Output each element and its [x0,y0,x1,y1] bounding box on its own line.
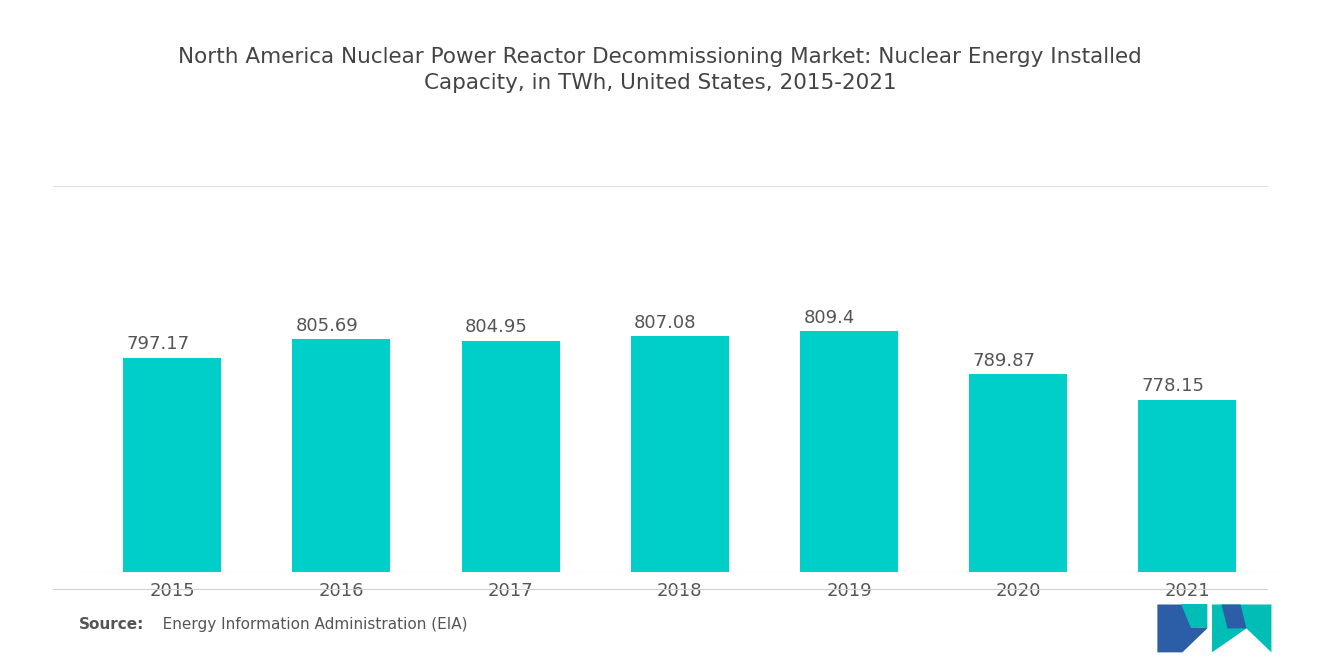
Text: 778.15: 778.15 [1142,377,1205,396]
Polygon shape [1158,604,1208,652]
Text: North America Nuclear Power Reactor Decommissioning Market: Nuclear Energy Insta: North America Nuclear Power Reactor Deco… [178,47,1142,93]
Bar [292,339,391,572]
Bar [462,340,560,572]
Text: 789.87: 789.87 [973,352,1035,370]
Polygon shape [1221,604,1246,628]
Bar [800,331,898,572]
Text: Energy Information Administration (EIA): Energy Information Administration (EIA) [148,616,467,632]
Polygon shape [1212,604,1271,652]
Polygon shape [1181,604,1208,628]
Bar [1138,400,1237,572]
Text: 797.17: 797.17 [127,335,190,353]
Text: Source:: Source: [79,616,145,632]
Text: 805.69: 805.69 [296,317,359,334]
Text: 804.95: 804.95 [465,319,528,336]
Text: 807.08: 807.08 [634,314,697,332]
Bar [969,374,1068,572]
Bar [123,358,222,572]
Bar [631,336,729,572]
Text: 809.4: 809.4 [804,309,854,327]
